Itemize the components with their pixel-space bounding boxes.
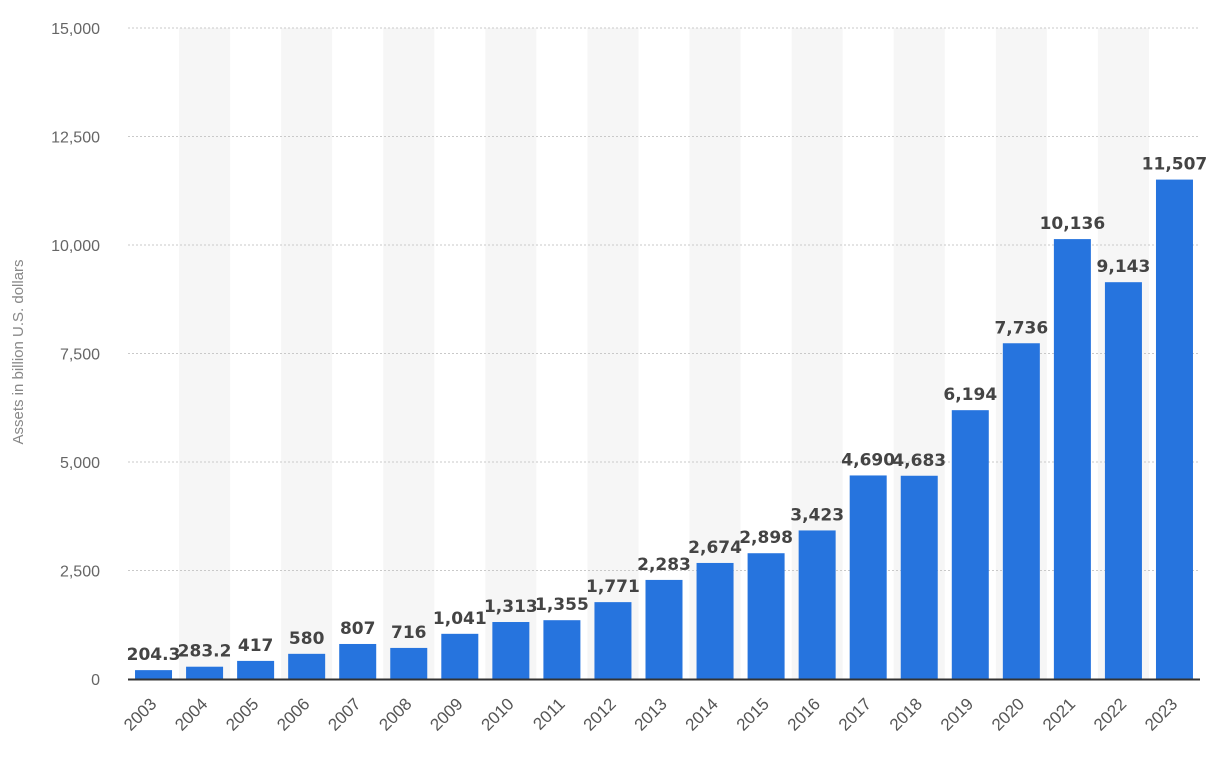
bar — [237, 660, 275, 679]
bar — [288, 653, 326, 679]
bar — [441, 633, 479, 679]
bar — [849, 475, 887, 679]
data-label: 417 — [238, 636, 274, 656]
x-tick-label: 2014 — [682, 694, 722, 734]
data-label: 9,143 — [1097, 257, 1151, 277]
data-label: 2,898 — [739, 528, 793, 548]
x-tick-label: 2011 — [529, 694, 568, 733]
bar — [492, 622, 530, 679]
x-tick-label: 2006 — [273, 694, 313, 734]
y-tick-label: 12,500 — [51, 130, 100, 147]
data-label: 283.2 — [178, 642, 232, 662]
bar — [186, 666, 224, 679]
x-tick-label: 2004 — [171, 694, 211, 734]
bar — [135, 670, 173, 679]
data-label: 11,507 — [1142, 155, 1208, 175]
data-label: 1,313 — [484, 597, 538, 617]
bar — [747, 553, 785, 679]
x-tick-label: 2012 — [580, 694, 620, 734]
y-tick-label: 7,500 — [60, 347, 100, 364]
x-tick-label: 2017 — [835, 694, 875, 734]
x-tick-label: 2008 — [375, 694, 415, 734]
data-label: 2,674 — [688, 538, 742, 558]
bar — [543, 620, 581, 679]
data-label: 807 — [340, 619, 376, 639]
data-label: 1,355 — [535, 595, 589, 615]
x-tick-label: 2007 — [324, 694, 364, 734]
x-tick-label: 2021 — [1039, 694, 1079, 734]
bar — [1002, 343, 1040, 679]
x-tick-label: 2009 — [426, 694, 466, 734]
y-tick-label: 5,000 — [60, 455, 100, 472]
x-axis-ticks: 2003 2004 2005 2006 2007 2008 2009 2010 2011 2012… — [120, 694, 1181, 734]
x-tick-label: 2023 — [1141, 694, 1181, 734]
data-label: 4,690 — [841, 450, 895, 470]
y-tick-label: 2,500 — [60, 564, 100, 581]
bar — [798, 530, 836, 679]
x-tick-label: 2013 — [631, 694, 671, 734]
data-label: 2,283 — [637, 555, 691, 575]
data-label: 204.3 — [127, 645, 181, 665]
y-axis-ticks: 0 2,500 5,000 7,500 10,000 12,500 15,000 — [51, 21, 100, 689]
data-label: 7,736 — [994, 318, 1048, 338]
bar — [1155, 179, 1193, 680]
data-label: 716 — [391, 623, 427, 643]
x-tick-label: 2003 — [120, 694, 160, 734]
x-tick-label: 2019 — [937, 694, 977, 734]
bar — [951, 410, 989, 679]
y-axis-label: Assets in billion U.S. dollars — [10, 259, 27, 444]
bar — [594, 602, 632, 679]
bar — [645, 579, 683, 679]
bar — [696, 562, 734, 679]
data-label: 1,771 — [586, 577, 640, 597]
bar — [390, 647, 428, 679]
x-tick-label: 2010 — [478, 694, 518, 734]
bar — [1053, 239, 1091, 679]
x-tick-label: 2005 — [222, 694, 262, 734]
bar — [900, 475, 938, 679]
y-tick-label: 10,000 — [51, 238, 100, 255]
y-tick-label: 0 — [91, 672, 100, 689]
bar — [1104, 282, 1142, 679]
x-tick-label: 2022 — [1090, 694, 1130, 734]
data-label: 6,194 — [943, 385, 997, 405]
data-label: 10,136 — [1040, 214, 1106, 234]
bars — [135, 179, 1193, 680]
x-tick-label: 2020 — [988, 694, 1028, 734]
y-tick-label: 15,000 — [51, 21, 100, 38]
data-label: 580 — [289, 629, 325, 649]
bar — [339, 643, 377, 679]
x-tick-label: 2018 — [886, 694, 926, 734]
data-label: 4,683 — [892, 451, 946, 471]
x-tick-label: 2016 — [784, 694, 824, 734]
data-label: 1,041 — [433, 609, 487, 629]
x-tick-label: 2015 — [733, 694, 773, 734]
data-label: 3,423 — [790, 505, 844, 525]
